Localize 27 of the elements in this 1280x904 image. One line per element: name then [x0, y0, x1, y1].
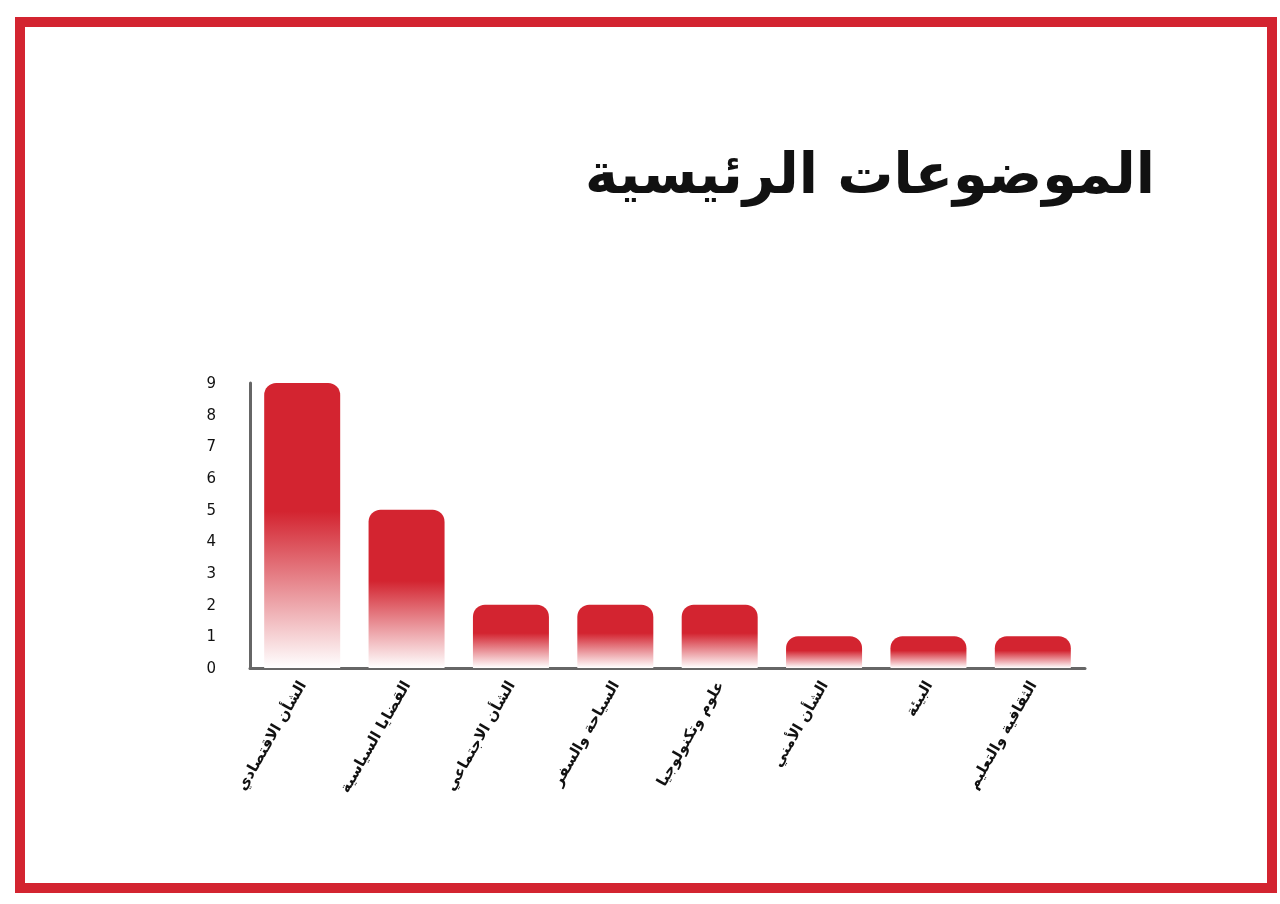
bar — [368, 509, 445, 668]
bar — [472, 604, 549, 668]
x-tick-label: الشأن الاجتماعي — [440, 677, 519, 794]
y-tick-label: 4 — [206, 532, 216, 551]
bar — [786, 636, 863, 668]
bar — [264, 383, 341, 668]
y-tick-label: 5 — [206, 500, 216, 519]
y-tick-label: 3 — [206, 564, 216, 582]
x-tick-label: السياحة والسفر — [547, 677, 624, 790]
chart-title: الموضوعات الرئيسية — [585, 140, 1156, 207]
bar — [890, 636, 967, 668]
x-tick-label: القضايا السياسية — [335, 677, 415, 796]
y-tick-label: 2 — [206, 595, 216, 614]
bar — [681, 604, 758, 668]
y-tick-label: 6 — [206, 469, 216, 487]
x-tick-label: الشأن الأمني — [767, 677, 832, 771]
bar — [577, 604, 654, 668]
x-tick-label: علوم وتكنولوجيا — [652, 677, 728, 790]
y-tick-label: 8 — [206, 405, 216, 424]
x-tick-label: البيئة — [901, 677, 937, 720]
y-tick-label: 0 — [206, 659, 216, 677]
y-tick-label: 1 — [206, 627, 216, 646]
bar — [994, 636, 1071, 668]
x-tick-label: الثقافية والتعليم — [963, 677, 1041, 793]
y-tick-label: 9 — [206, 374, 216, 392]
x-tick-label: الشأن الاقتصادي — [231, 677, 311, 795]
y-tick-label: 7 — [206, 437, 216, 456]
